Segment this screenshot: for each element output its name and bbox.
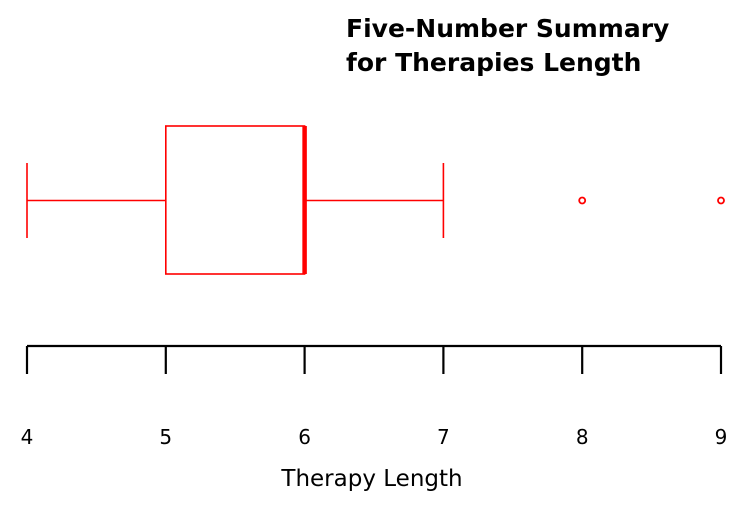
x-tick-label-8: 8 (576, 425, 589, 449)
chart-title: Five-Number Summary for Therapies Length (346, 12, 669, 80)
x-axis-title: Therapy Length (280, 466, 462, 492)
plot-area (26, 125, 725, 275)
x-tick-label-7: 7 (437, 425, 450, 449)
x-axis: 4 5 6 7 8 9 (21, 344, 728, 449)
chart-title-line-1: Five-Number Summary (346, 14, 670, 43)
outlier-point-2 (717, 196, 725, 205)
iqr-box (165, 125, 306, 275)
x-tick-label-4: 4 (21, 425, 34, 449)
outlier-point-1 (578, 196, 587, 205)
x-tick-label-9: 9 (715, 425, 728, 449)
x-tick-label-5: 5 (159, 425, 172, 449)
chart-title-line-2: for Therapies Length (346, 48, 642, 77)
x-tick-label-6: 6 (298, 425, 311, 449)
